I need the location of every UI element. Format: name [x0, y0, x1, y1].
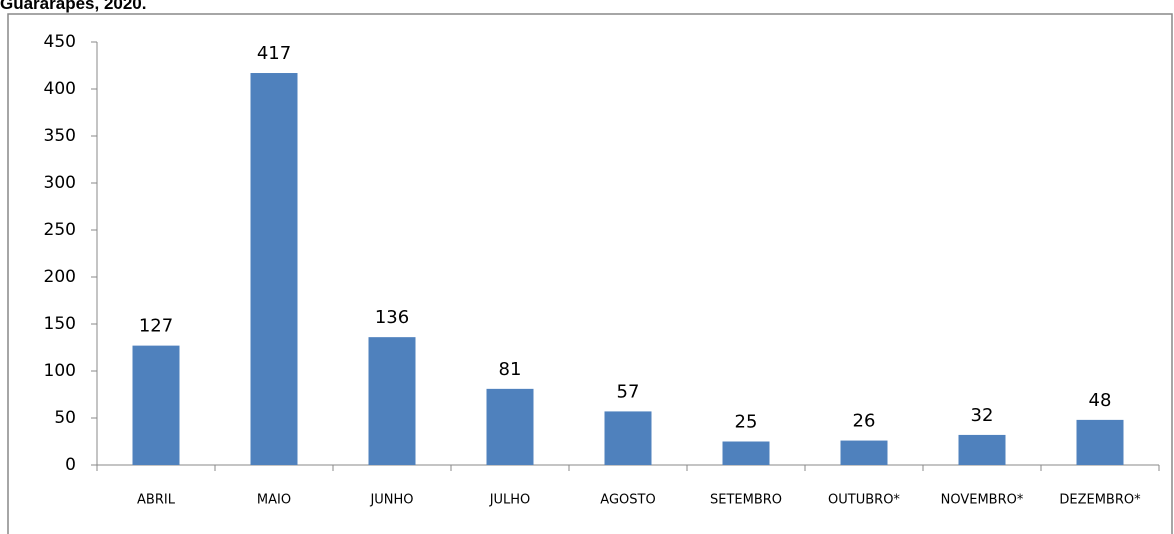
y-tick-label: 300	[44, 173, 76, 193]
y-tick-label: 350	[44, 126, 76, 146]
x-tick-label: JUNHO	[369, 493, 413, 508]
y-tick-label: 450	[44, 32, 76, 52]
bar	[840, 440, 888, 465]
bar	[486, 388, 534, 465]
x-tick-label: NOVEMBRO*	[941, 493, 1024, 508]
x-tick-label: AGOSTO	[600, 493, 655, 508]
bar	[250, 73, 298, 466]
y-tick-label: 250	[44, 220, 76, 240]
bar	[132, 345, 180, 465]
y-tick-label: 150	[44, 314, 76, 334]
data-label: 127	[139, 316, 173, 337]
y-tick-label: 400	[44, 79, 76, 99]
y-tick-label: 200	[44, 267, 76, 287]
bar	[722, 441, 770, 465]
data-label: 32	[971, 405, 994, 426]
data-label: 81	[499, 359, 522, 380]
bar	[1076, 419, 1124, 465]
x-tick-label: OUTUBRO*	[828, 493, 900, 508]
bar	[368, 337, 416, 465]
y-tick-label: 50	[54, 408, 76, 428]
x-tick-label: MAIO	[257, 493, 291, 508]
x-tick-label: ABRIL	[137, 493, 176, 508]
bar	[604, 411, 652, 465]
data-label: 136	[375, 307, 409, 328]
y-tick-label: 100	[44, 361, 76, 381]
x-tick-label: DEZEMBRO*	[1059, 493, 1141, 508]
data-label: 25	[735, 412, 758, 433]
chart-title: Guararapes, 2020.	[0, 0, 146, 13]
data-label: 57	[617, 381, 640, 402]
bar	[958, 434, 1006, 465]
data-label: 48	[1089, 390, 1112, 411]
y-tick-label: 0	[65, 455, 76, 475]
x-tick-label: SETEMBRO	[710, 493, 782, 508]
data-label: 26	[853, 411, 876, 432]
data-label: 417	[257, 43, 291, 64]
x-tick-label: JULHO	[489, 493, 531, 508]
